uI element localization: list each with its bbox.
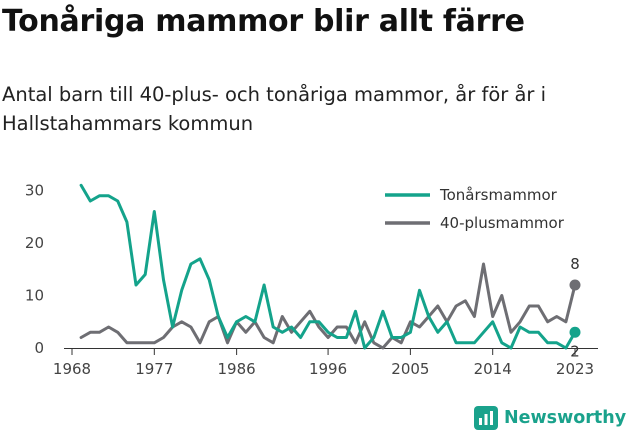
series-line-40-plusmammor	[79, 262, 577, 350]
y-tick-label: 20	[25, 234, 44, 252]
end-value-label: 8	[570, 255, 580, 273]
legend: Tonårsmammor 40-plusmammor	[385, 186, 565, 232]
y-tick-label: 0	[34, 339, 44, 357]
y-tick-label: 30	[25, 182, 44, 200]
end-point-40-plusmammor	[569, 279, 581, 291]
legend-label: Tonårsmammor	[439, 186, 558, 204]
axes: 1968 1977 1986 1996 2005 2014 2023 0 10 20 30	[25, 182, 598, 378]
x-tick-label: 1996	[309, 360, 347, 378]
end-labels: 82	[570, 255, 580, 360]
newsworthy-logo-icon	[474, 406, 498, 430]
end-value-label: 2	[570, 342, 580, 360]
x-tick-label: 2014	[474, 360, 512, 378]
series-lines	[79, 183, 581, 350]
chart-title: Tonåriga mammor blir allt färre	[2, 4, 525, 39]
brand-logo: Newsworthy	[474, 406, 626, 430]
legend-label: 40-plusmammor	[440, 214, 565, 232]
y-tick-label: 10	[25, 287, 44, 305]
x-tick-label: 2023	[556, 360, 594, 378]
chart-subtitle: Antal barn till 40-plus- och tonåriga ma…	[2, 83, 547, 135]
x-tick-label: 1968	[53, 360, 91, 378]
x-tick-label: 1977	[135, 360, 173, 378]
brand-name: Newsworthy	[504, 408, 627, 428]
series-line-tonarsmammor	[79, 183, 577, 350]
x-tick-label: 2005	[391, 360, 429, 378]
x-tick-label: 1986	[218, 360, 256, 378]
end-point-tonarsmammor	[569, 326, 581, 338]
